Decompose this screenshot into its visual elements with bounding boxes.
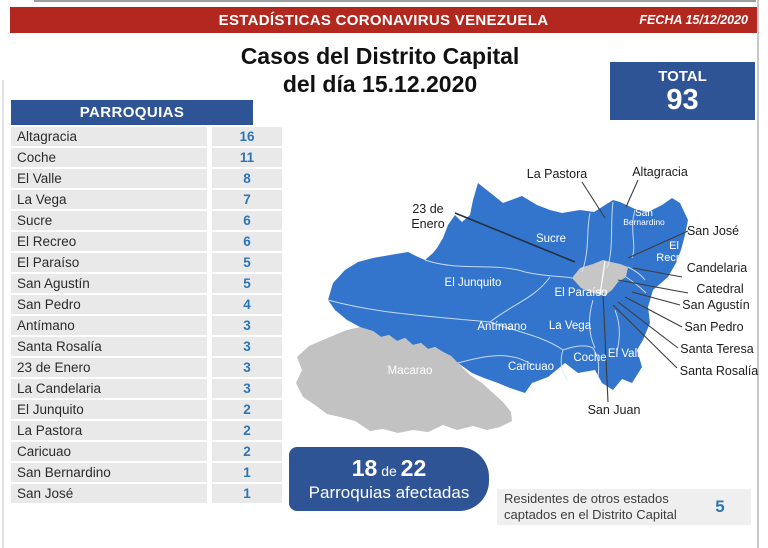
- leader-san-jose: [627, 230, 689, 259]
- total-box: TOTAL 93: [610, 62, 755, 120]
- parish-value: 1: [212, 463, 282, 482]
- parish-name: El Junquito: [11, 400, 207, 419]
- table-row: San Pedro 4: [11, 295, 282, 314]
- residents-value: 5: [689, 489, 751, 525]
- table-row: Caricuao 2: [11, 442, 282, 461]
- header-bar: ESTADÍSTICAS CORONAVIRUS VENEZUELA FECHA…: [10, 7, 757, 33]
- table-row: La Candelaria 3: [11, 379, 282, 398]
- parish-value: 3: [212, 337, 282, 356]
- leader-santa-rosalia: [612, 304, 678, 369]
- parish-name: Sucre: [11, 211, 207, 230]
- parish-name: 23 de Enero: [11, 358, 207, 377]
- table-row: La Vega 7: [11, 190, 282, 209]
- leader-candelaria: [632, 267, 683, 278]
- table-row: 23 de Enero 3: [11, 358, 282, 377]
- parish-name: Coche: [11, 148, 207, 167]
- affected-parishes-box: 18 de 22 Parroquias afectadas: [289, 447, 489, 511]
- leader-altagracia: [625, 179, 639, 208]
- table-row: Altagracia 16: [11, 127, 282, 146]
- map-affected-region: [328, 183, 688, 393]
- residents-note: Residentes de otros estados captados en …: [497, 489, 690, 525]
- parish-name: San José: [11, 484, 207, 503]
- slide-edge-top: [34, 0, 756, 2]
- affected-total: 22: [400, 455, 427, 481]
- parish-name: La Vega: [11, 190, 207, 209]
- parish-value: 3: [212, 358, 282, 377]
- affected-count-line: 18 de 22: [289, 455, 489, 482]
- table-row: El Valle 8: [11, 169, 282, 188]
- parish-value: 2: [212, 421, 282, 440]
- affected-label: Parroquias afectadas: [308, 483, 470, 502]
- parish-value: 16: [212, 127, 282, 146]
- leader-catedral: [617, 279, 689, 294]
- parish-value: 6: [212, 211, 282, 230]
- slide-edge-left: [2, 80, 4, 548]
- parish-name: San Pedro: [11, 295, 207, 314]
- parish-value: 8: [212, 169, 282, 188]
- map-macarao-region: [296, 327, 512, 433]
- page-title-line2: del día 15.12.2020: [282, 71, 478, 97]
- parish-value: 2: [212, 400, 282, 419]
- affected-count: 18: [351, 455, 378, 481]
- map-central-unaffected-region: [572, 260, 628, 296]
- parish-value: 4: [212, 295, 282, 314]
- slide-edge-right: [757, 0, 759, 548]
- map-shapes: [296, 179, 689, 433]
- parish-value: 7: [212, 190, 282, 209]
- table-row: Santa Rosalía 3: [11, 337, 282, 356]
- leader-san-juan: [602, 292, 609, 403]
- total-label: TOTAL: [658, 68, 707, 85]
- parish-name: San Bernardino: [11, 463, 207, 482]
- parish-value: 6: [212, 232, 282, 251]
- table-row: Coche 11: [11, 148, 282, 167]
- residents-note-line1: Residentes de otros estados: [504, 491, 669, 506]
- parish-value: 5: [212, 253, 282, 272]
- leader-la-pastora: [581, 181, 606, 219]
- header-title: ESTADÍSTICAS CORONAVIRUS VENEZUELA: [218, 11, 549, 29]
- table-row: El Junquito 2: [11, 400, 282, 419]
- table-row: El Recreo 6: [11, 232, 282, 251]
- leader-23-de-enero: [454, 212, 576, 263]
- parish-value: 5: [212, 274, 282, 293]
- parish-name: Santa Rosalía: [11, 337, 207, 356]
- parroquias-rows: Altagracia 16 Coche 11 El Valle 8 La Vega 7 …: [11, 127, 282, 503]
- parish-name: El Recreo: [11, 232, 207, 251]
- leader-santa-teresa: [617, 301, 679, 349]
- table-row: Antímano 3: [11, 316, 282, 335]
- map-leader-lines: [454, 179, 689, 403]
- residents-note-line2: captados en el Distrito Capital: [504, 507, 677, 522]
- parish-name: La Pastora: [11, 421, 207, 440]
- parish-name: Caricuao: [11, 442, 207, 461]
- table-row: San Agustín 5: [11, 274, 282, 293]
- affected-de: de: [381, 463, 397, 479]
- header-date: FECHA 15/12/2020: [639, 13, 748, 27]
- parish-name: La Candelaria: [11, 379, 207, 398]
- distrito-capital-map: Sucre San Bernardino El Recreo El Junqui…: [285, 150, 765, 450]
- table-row: San José 1: [11, 484, 282, 503]
- parish-value: 3: [212, 316, 282, 335]
- map-parish-boundaries: [327, 201, 647, 381]
- total-value: 93: [666, 84, 699, 116]
- map-central-divider: [599, 260, 606, 296]
- parish-value: 1: [212, 484, 282, 503]
- table-row: Sucre 6: [11, 211, 282, 230]
- parish-name: Altagracia: [11, 127, 207, 146]
- parish-value: 2: [212, 442, 282, 461]
- parish-name: El Valle: [11, 169, 207, 188]
- parroquias-table: PARROQUIAS Altagracia 16 Coche 11 El Valle…: [11, 100, 282, 503]
- table-row: La Pastora 2: [11, 421, 282, 440]
- parish-name: El Paraíso: [11, 253, 207, 272]
- leader-san-pedro: [624, 296, 683, 328]
- table-row: San Bernardino 1: [11, 463, 282, 482]
- parish-name: Antímano: [11, 316, 207, 335]
- table-row: El Paraíso 5: [11, 253, 282, 272]
- parish-value: 3: [212, 379, 282, 398]
- parish-name: San Agustín: [11, 274, 207, 293]
- parish-value: 11: [212, 148, 282, 167]
- leader-san-agustin: [631, 291, 681, 306]
- parroquias-table-header: PARROQUIAS: [11, 100, 253, 125]
- page-title: Casos del Distrito Capital del día 15.12…: [150, 42, 610, 98]
- page-title-line1: Casos del Distrito Capital: [240, 43, 520, 69]
